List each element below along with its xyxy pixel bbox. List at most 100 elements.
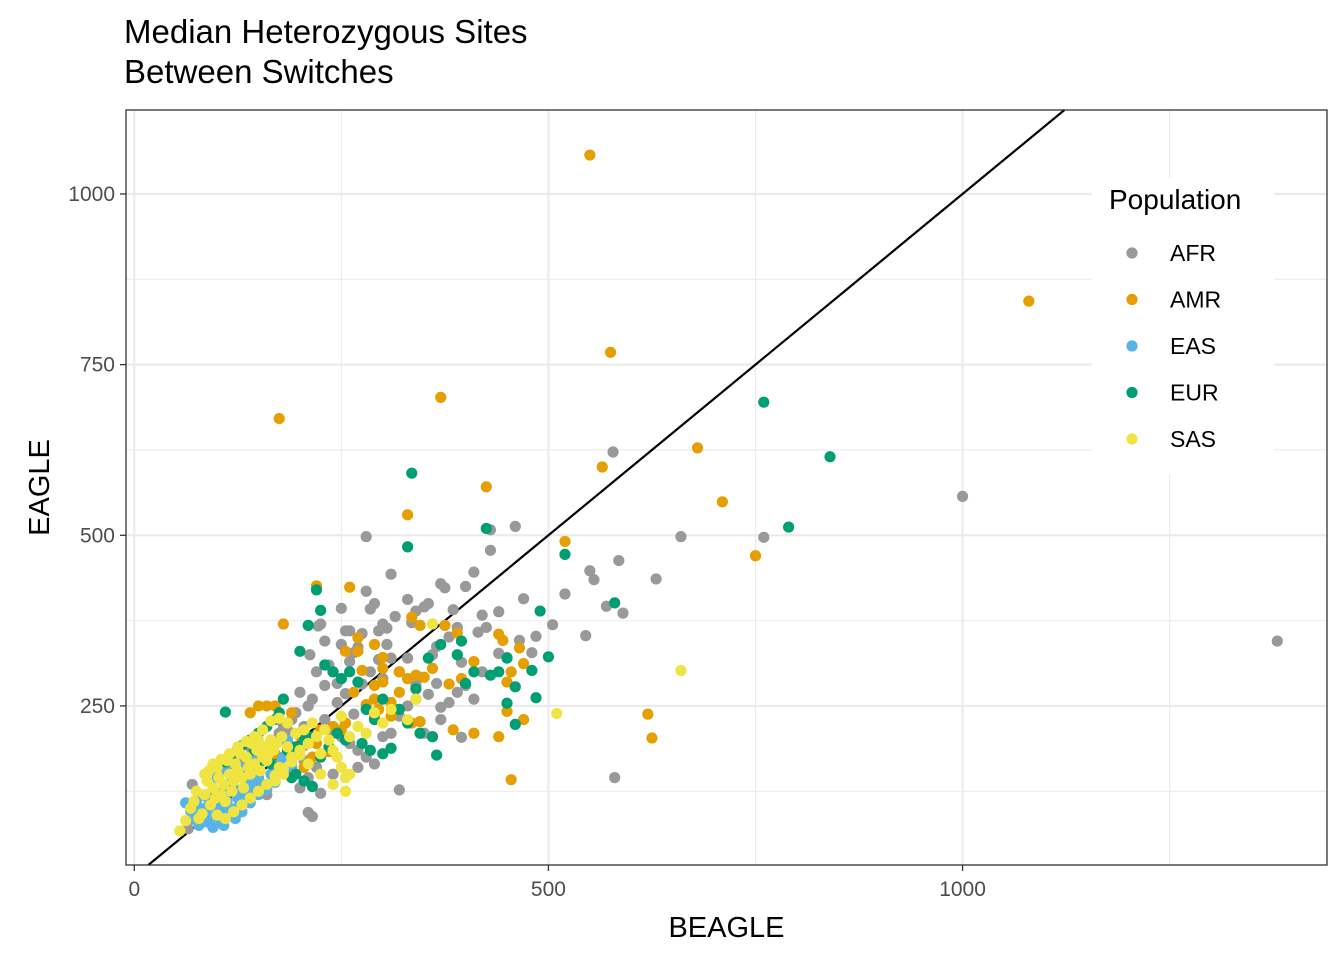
x-axis-title: BEAGLE [668,912,784,944]
data-point-afr [435,578,447,590]
data-point-afr [422,688,434,700]
data-point-afr [368,758,381,770]
legend-background [1092,178,1274,474]
data-point-afr [459,580,472,593]
data-point-afr [451,686,463,698]
data-point-eur [426,731,439,743]
data-point-amr [402,509,414,521]
data-point-sas [298,724,310,736]
chart-title-line-2: Between Switches [124,53,394,90]
data-point-afr [364,666,376,678]
data-point-eur [609,597,621,609]
data-point-eur [377,693,389,705]
data-point-sas [240,735,252,748]
data-point-amr [604,346,617,358]
data-point-amr [559,535,571,548]
data-point-amr [348,686,360,698]
data-point-afr [480,621,492,634]
data-point-eur [406,467,418,479]
data-point-sas [335,710,347,722]
data-point-sas [252,785,265,797]
data-point-sas [368,707,381,719]
data-point-eur [306,780,318,793]
data-point-sas [426,618,439,630]
data-point-eur [310,584,323,596]
data-point-afr [402,652,414,664]
data-point-amr [414,716,426,728]
data-point-afr [559,588,571,600]
data-point-amr [261,700,273,712]
data-point-eur [335,673,347,685]
data-point-amr [584,149,596,161]
data-point-amr [252,700,265,712]
data-point-sas [339,785,352,797]
data-point-amr [439,619,451,631]
data-point-afr [588,574,600,586]
data-point-amr [505,774,517,786]
series-eur [219,396,836,793]
data-point-amr [339,645,352,657]
data-point-sas [402,713,414,726]
data-point-eur [327,666,339,678]
data-point-amr [344,581,356,593]
data-point-amr [426,662,439,674]
data-point-amr [517,658,530,670]
data-point-afr [418,601,430,613]
data-point-eur [277,693,289,705]
y-tick-label: 250 [80,695,115,718]
data-point-sas [344,768,356,780]
series-amr [244,149,1035,786]
data-point-sas [269,769,281,782]
data-point-eur [435,638,447,651]
data-point-sas [315,768,327,780]
data-point-afr [526,647,538,659]
data-point-eur [331,727,343,739]
data-point-sas [196,808,208,820]
data-point-amr [468,727,480,739]
data-point-afr [476,609,488,621]
legend: Population AFR AMR EAS EUR SAS [1092,178,1274,474]
data-point-afr [493,606,505,618]
legend-key-eas [1126,340,1138,352]
data-point-amr [501,676,513,688]
data-point-afr [335,602,347,614]
chart-title-line-1: Median Heterozygous Sites [124,13,528,50]
data-point-afr [468,566,480,578]
data-point-sas [199,768,211,780]
data-point-afr [431,677,443,690]
data-point-eur [315,604,327,616]
data-point-eur [509,718,521,730]
data-point-eur [422,652,434,664]
legend-key-eur [1126,386,1138,399]
data-point-sas [377,717,389,729]
data-point-afr [319,713,331,726]
data-point-sas [302,737,314,750]
data-point-afr [348,708,360,720]
data-point-eur [501,652,513,664]
data-point-afr [546,619,559,631]
data-point-afr [385,652,397,664]
data-point-sas [211,809,223,821]
data-point-afr [443,631,455,643]
data-point-eur [364,744,376,756]
data-point-eur [451,649,463,661]
data-point-eur [542,651,555,663]
data-point-eur [377,748,389,760]
data-point-sas [323,734,335,746]
data-point-sas [331,751,343,763]
data-point-amr [244,707,256,719]
data-point-afr [613,554,625,567]
data-point-afr [344,655,356,668]
data-point-eur [480,522,492,535]
data-point-sas [199,789,211,801]
data-point-sas [410,693,422,705]
data-point-eur [319,659,331,671]
data-point-sas [551,707,563,720]
data-point-eur [783,521,795,533]
axis-ticks: 0 500 1000 250 500 750 1000 [68,183,986,901]
data-point-afr [304,649,316,661]
data-point-afr [435,701,447,713]
data-point-afr [484,544,497,556]
data-point-sas [335,761,347,773]
data-point-amr [414,619,426,631]
